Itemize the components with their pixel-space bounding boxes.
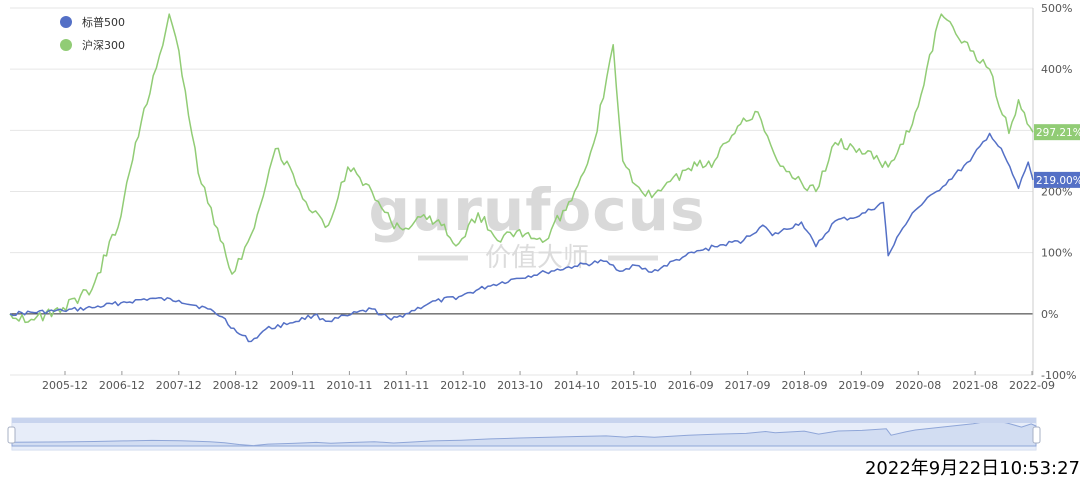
end-label-csi300: 297.21% — [1034, 124, 1080, 141]
legend-label-sp500[interactable]: 标普500 — [82, 15, 125, 29]
x-tick-label: 2014-10 — [554, 379, 600, 392]
axes: -100%0%100%200%300%400%500%2005-122006-1… — [10, 2, 1076, 392]
series-line-csi300 — [9, 13, 1034, 324]
series-line-sp500 — [9, 132, 1034, 343]
x-tick-label: 2005-12 — [42, 379, 88, 392]
x-tick-label: 2008-12 — [213, 379, 259, 392]
x-tick-label: 2012-10 — [440, 379, 486, 392]
zoom-handle-left[interactable] — [7, 426, 16, 444]
legend-label-csi300[interactable]: 沪深300 — [82, 38, 125, 52]
end-label-box — [1034, 124, 1080, 141]
zoom-handle-right[interactable] — [1032, 426, 1041, 444]
y-tick-label: 500% — [1041, 2, 1072, 15]
x-tick-label: 2013-10 — [497, 379, 543, 392]
x-tick-label: 2022-09 — [1009, 379, 1055, 392]
performance-chart: gurufocus 价值大师 -100%0%100%200%300%400%50… — [7, 2, 1080, 451]
zoom-preview-area — [11, 419, 1037, 447]
x-tick-label: 2007-12 — [156, 379, 202, 392]
x-tick-label: 2010-11 — [326, 379, 372, 392]
legend-marker-csi300 — [60, 39, 72, 51]
end-label-box — [1034, 171, 1080, 188]
x-tick-label: 2020-08 — [895, 379, 941, 392]
x-tick-label: 2015-10 — [611, 379, 657, 392]
y-tick-label: -100% — [1041, 369, 1076, 382]
legend[interactable]: 标普500 沪深300 — [60, 15, 125, 52]
watermark-logo: gurufocus — [369, 176, 706, 244]
end-label-value: 297.21% — [1036, 127, 1080, 139]
x-tick-label: 2006-12 — [99, 379, 145, 392]
y-tick-label: 0% — [1041, 308, 1058, 321]
end-label-value: 219.00% — [1036, 175, 1080, 187]
x-tick-label: 2009-11 — [270, 379, 316, 392]
zoom-preview-line — [11, 419, 1037, 447]
end-label-sp500: 219.00% — [1034, 171, 1080, 188]
x-tick-label: 2016-09 — [668, 379, 714, 392]
series-lines — [9, 13, 1034, 343]
x-tick-label: 2021-08 — [952, 379, 998, 392]
x-tick-label: 2018-09 — [781, 379, 827, 392]
legend-marker-sp500 — [60, 16, 72, 28]
timestamp: 2022年9月22日10:53:27 — [864, 458, 1080, 479]
y-tick-label: 400% — [1041, 63, 1072, 76]
x-tick-label: 2019-09 — [838, 379, 884, 392]
watermark-subtitle: 价值大师 — [485, 243, 589, 273]
zoom-slider[interactable] — [7, 417, 1041, 451]
zoom-top-handle[interactable] — [12, 418, 1036, 423]
y-tick-label: 100% — [1041, 247, 1072, 260]
end-labels: 297.21% 219.00% — [1034, 124, 1080, 188]
x-tick-label: 2011-11 — [383, 379, 429, 392]
watermark: gurufocus 价值大师 — [369, 176, 706, 273]
y-tick-label: 200% — [1041, 186, 1072, 199]
x-tick-label: 2017-09 — [725, 379, 771, 392]
